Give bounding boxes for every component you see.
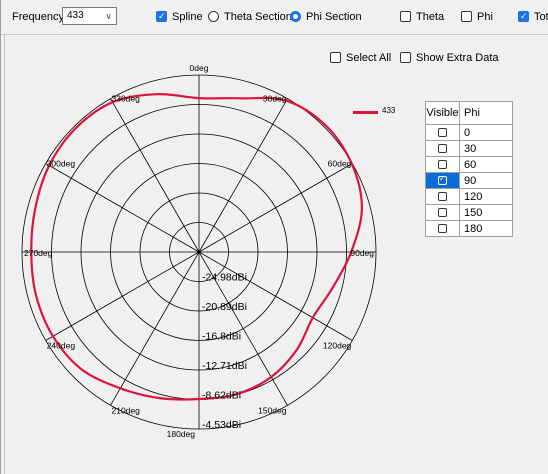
spline-label: Spline	[172, 11, 203, 23]
show-extra-data-checkbox[interactable]: Show Extra Data	[400, 52, 499, 64]
column-header-visible: Visible	[425, 101, 460, 125]
radial-tick-label: -4.53dBi	[202, 419, 241, 431]
phi-cell: 90	[459, 172, 513, 189]
frequency-select[interactable]: 433 ∨	[62, 7, 117, 25]
row-checkbox[interactable]	[438, 159, 447, 169]
polar-grid-spoke	[110, 98, 200, 253]
table-header-row: Visible Phi	[425, 101, 513, 125]
radial-tick-label: -16.8dBi	[202, 331, 241, 343]
table-row[interactable]: 150	[425, 204, 513, 221]
theta-section-radio-icon	[208, 11, 219, 22]
angle-tick-label: 270deg	[24, 248, 53, 258]
chevron-down-icon: ∨	[105, 11, 112, 21]
angle-tick-label: 120deg	[323, 341, 352, 351]
show-extra-check-icon	[400, 52, 411, 63]
total-checkbox[interactable]: Tota	[518, 9, 548, 24]
radial-tick-label: -24.98dBi	[202, 272, 247, 284]
phi-section-radio-icon	[290, 11, 301, 22]
polar-grid-spoke	[198, 163, 353, 253]
angle-tick-label: 240deg	[47, 341, 76, 351]
row-checkbox[interactable]	[438, 174, 447, 185]
phi-check-icon	[461, 11, 472, 22]
radial-tick-label: -8.62dBi	[202, 390, 241, 402]
phi-cell: 0	[459, 124, 513, 141]
visible-cell[interactable]	[425, 220, 460, 237]
row-checkbox[interactable]	[438, 223, 447, 233]
angle-tick-label: 90deg	[350, 248, 374, 258]
phi-label: Phi	[477, 11, 493, 23]
polar-grid-spoke	[198, 251, 288, 406]
table-row[interactable]: 180	[425, 220, 513, 237]
theta-section-radio[interactable]: Theta Section	[208, 10, 292, 24]
visible-cell[interactable]	[425, 172, 460, 189]
table-row[interactable]: 60	[425, 156, 513, 173]
phi-checkbox[interactable]: Phi	[461, 10, 493, 24]
polar-grid-spoke	[198, 98, 288, 253]
polar-grid-spoke	[110, 251, 200, 406]
series-433-line	[30, 93, 364, 401]
polar-grid-spoke	[198, 251, 353, 341]
table-row[interactable]: 30	[425, 140, 513, 157]
visible-cell[interactable]	[425, 204, 460, 221]
visible-cell[interactable]	[425, 156, 460, 173]
phi-section-radio[interactable]: Phi Section	[290, 10, 362, 24]
angle-tick-label: 210deg	[112, 405, 141, 415]
visible-cell[interactable]	[425, 188, 460, 205]
theta-label: Theta	[416, 11, 445, 23]
polar-grid-spoke	[45, 163, 200, 253]
row-checkbox[interactable]	[438, 127, 447, 137]
column-header-phi: Phi	[459, 101, 513, 125]
spline-check-icon	[156, 9, 167, 23]
theta-check-icon	[400, 11, 411, 22]
frequency-value: 433	[67, 10, 84, 21]
select-all-checkbox[interactable]: Select All	[330, 52, 391, 64]
angle-tick-label: 30deg	[263, 94, 287, 104]
legend-label: 433	[382, 106, 396, 115]
polar-grid-spoke	[45, 251, 200, 341]
angle-tick-label: 300deg	[47, 159, 76, 169]
polar-chart: -24.98dBi -20.89dBi -16.8dBi -12.71dBi -8.62…	[21, 63, 377, 439]
show-extra-label: Show Extra Data	[416, 52, 499, 64]
phi-table: Visible Phi 0 30 60 90 120 150 180	[425, 101, 513, 237]
angle-tick-label: 150deg	[258, 405, 287, 415]
theta-section-label: Theta Section	[224, 11, 292, 23]
phi-cell: 30	[459, 140, 513, 157]
phi-cell: 150	[459, 204, 513, 221]
table-row[interactable]: 120	[425, 188, 513, 205]
total-label: Tota	[534, 11, 548, 23]
visible-cell[interactable]	[425, 124, 460, 141]
toolbar: Frequency: 433 ∨ Spline Theta Section Ph…	[1, 0, 548, 35]
total-check-icon	[518, 9, 529, 23]
spline-checkbox[interactable]: Spline	[156, 9, 203, 24]
select-all-label: Select All	[346, 52, 392, 64]
legend-swatch	[353, 111, 378, 114]
angle-tick-label: 330deg	[112, 94, 141, 104]
radial-tick-label: -12.71dBi	[202, 360, 247, 372]
table-row[interactable]: 0	[425, 124, 513, 141]
row-checkbox[interactable]	[438, 191, 447, 201]
table-row[interactable]: 90	[425, 172, 513, 189]
phi-cell: 120	[459, 188, 513, 205]
visible-cell[interactable]	[425, 140, 460, 157]
row-checkbox[interactable]	[438, 143, 447, 153]
angle-tick-label: 180deg	[167, 429, 196, 439]
phi-section-label: Phi Section	[306, 11, 362, 23]
angle-tick-label: 60deg	[328, 159, 352, 169]
frequency-label: Frequency:	[12, 11, 68, 23]
radial-tick-label: -20.89dBi	[202, 301, 247, 313]
phi-cell: 60	[459, 156, 513, 173]
phi-cell: 180	[459, 220, 513, 237]
angle-tick-label: 0deg	[190, 63, 209, 73]
theta-checkbox[interactable]: Theta	[400, 10, 444, 24]
row-checkbox[interactable]	[438, 207, 447, 217]
select-all-check-icon	[330, 52, 341, 63]
